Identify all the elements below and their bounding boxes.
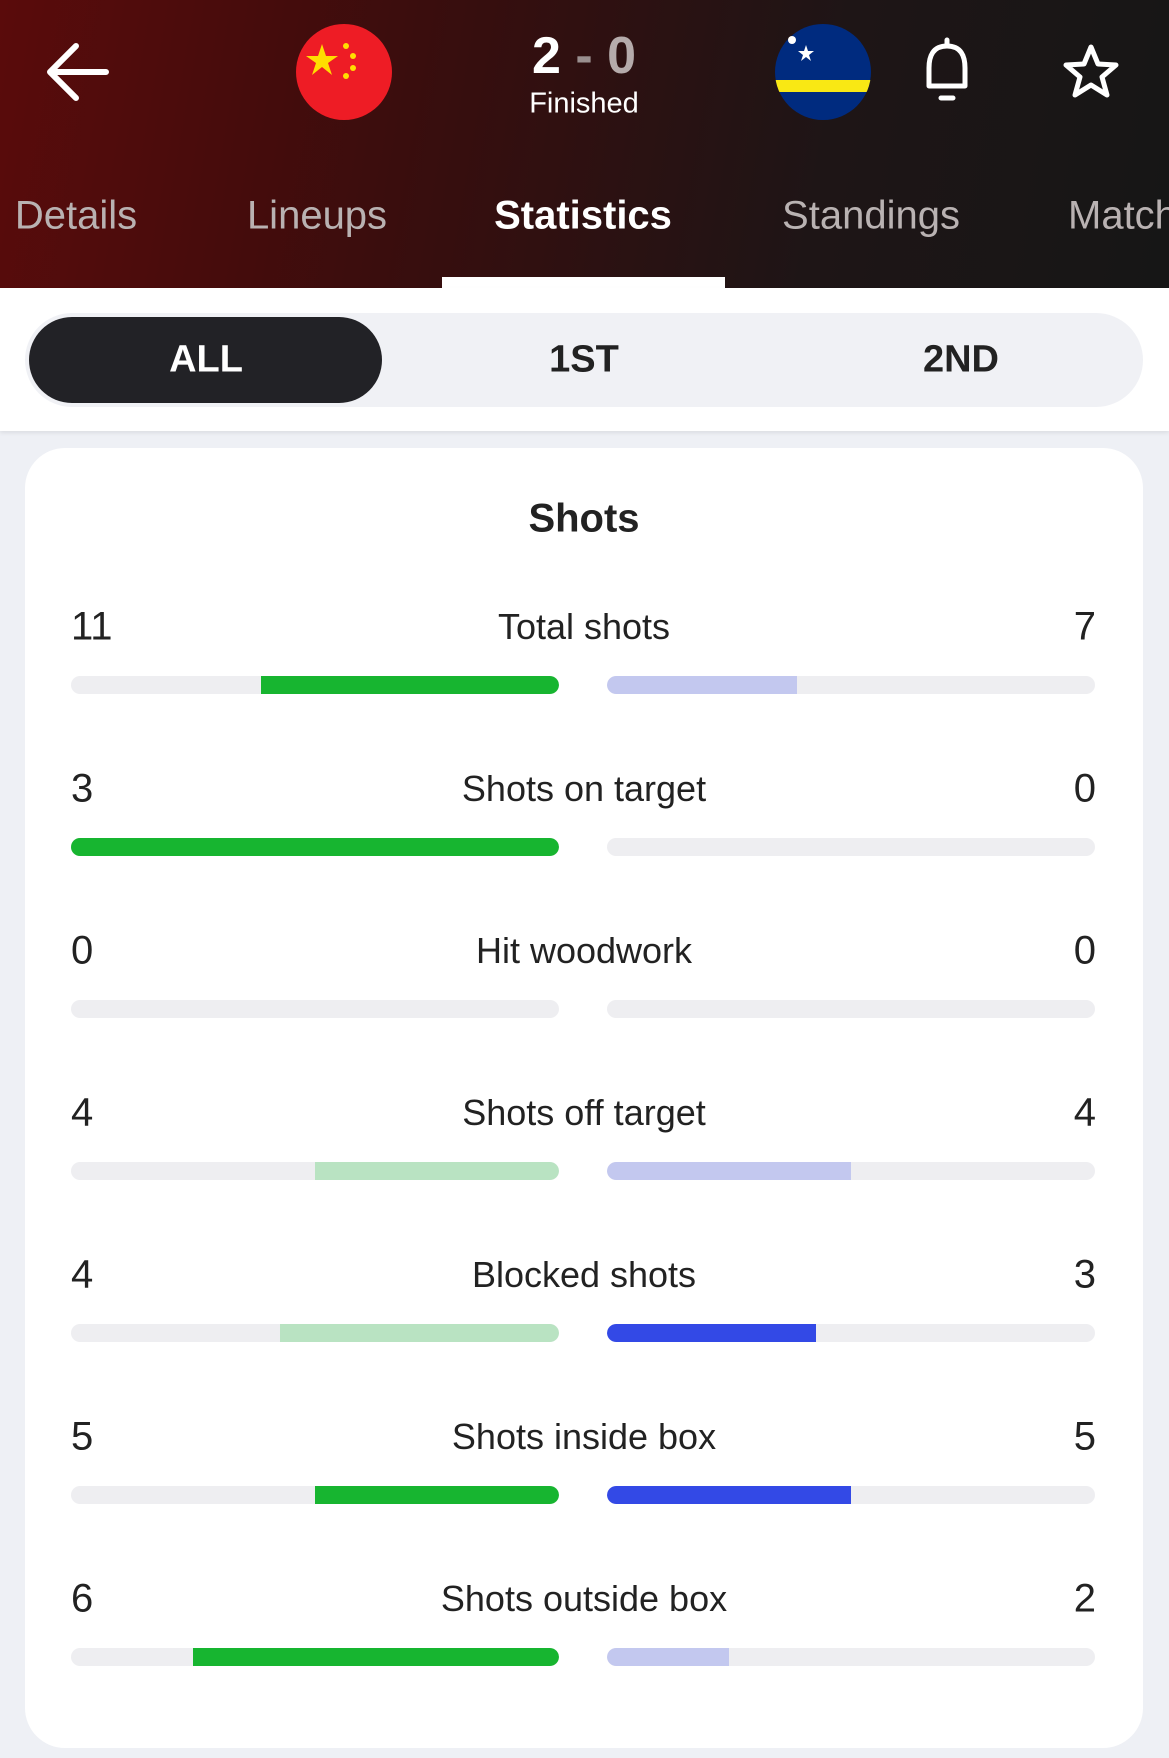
tab[interactable]: Statistics [494, 193, 672, 238]
away-track [607, 1486, 1095, 1504]
home-track [71, 676, 559, 694]
home-bar [280, 1324, 559, 1342]
tab[interactable]: Lineups [246, 193, 388, 238]
tab[interactable]: Standings [782, 193, 960, 238]
home-bar [315, 1162, 559, 1180]
back-button[interactable] [47, 43, 109, 101]
notification-button[interactable] [926, 37, 968, 101]
active-period-pill [29, 317, 382, 403]
stat-label: Shots on target [461, 768, 707, 809]
away-value: 5 [1073, 1414, 1096, 1459]
home-bar [260, 676, 559, 694]
home-track [71, 1162, 559, 1180]
period-bar: ALL 1ST 2ND [0, 288, 1169, 431]
favorite-button[interactable] [1063, 44, 1119, 98]
header-icons [47, 24, 1119, 120]
away-value: 4 [1073, 1090, 1096, 1135]
active-tab-indicator [442, 277, 725, 288]
stat-label: Shots outside box [440, 1578, 728, 1619]
away-bar [607, 1486, 851, 1504]
away-bar [607, 1324, 817, 1342]
home-track [71, 838, 559, 856]
away-value: 3 [1073, 1252, 1096, 1297]
stat-label: Blocked shots [471, 1254, 697, 1295]
away-value: 0 [1073, 928, 1096, 973]
stat-label: Shots inside box [451, 1416, 717, 1457]
section-title: Shots [528, 496, 640, 541]
tab[interactable]: Matches [1068, 193, 1169, 238]
home-value: 4 [71, 1090, 94, 1135]
home-track [71, 1648, 559, 1666]
home-value: 5 [71, 1414, 94, 1459]
away-bar [607, 1648, 729, 1666]
home-bar [71, 838, 559, 856]
away-track [607, 1162, 1095, 1180]
away-track [607, 1324, 1095, 1342]
home-value: 3 [71, 766, 94, 811]
away-value: 0 [1073, 766, 1096, 811]
home-track [71, 1324, 559, 1342]
home-score: 2 [531, 27, 561, 85]
period-button[interactable]: 2ND [922, 338, 1000, 381]
away-bar [607, 676, 797, 694]
away-track [607, 1000, 1095, 1018]
stats-card: Shots 11 7 Total shots 3 0 Shots on target 0 0 H… [25, 448, 1143, 1748]
home-flag [296, 24, 392, 120]
away-bar [607, 1162, 851, 1180]
away-track [607, 838, 1095, 856]
period-button[interactable]: ALL [169, 338, 243, 381]
away-value: 2 [1073, 1576, 1096, 1621]
away-flag [775, 24, 871, 120]
score-separator: - [575, 27, 593, 85]
score: 2 - 0 [532, 26, 636, 86]
stat-label: Shots off target [462, 1092, 706, 1133]
match-status: Finished [529, 87, 639, 120]
home-value: 4 [71, 1252, 94, 1297]
home-value: 6 [71, 1576, 94, 1621]
stat-label: Hit woodwork [475, 930, 693, 971]
home-value: 0 [71, 928, 94, 973]
period-selector: ALL 1ST 2ND [25, 313, 1143, 407]
home-track [71, 1486, 559, 1504]
header: 2 - 0 Finished Details Lineups Statistics S… [0, 0, 1169, 288]
home-bar [193, 1648, 559, 1666]
home-track [71, 1000, 559, 1018]
period-button[interactable]: 1ST [549, 338, 619, 381]
stat-label: Total shots [497, 606, 671, 647]
home-value: 11 [71, 604, 113, 649]
tab[interactable]: Details [14, 193, 138, 238]
home-bar [315, 1486, 559, 1504]
away-track [607, 1648, 1095, 1666]
away-score: 0 [607, 27, 637, 85]
away-track [607, 676, 1095, 694]
away-value: 7 [1073, 604, 1096, 649]
